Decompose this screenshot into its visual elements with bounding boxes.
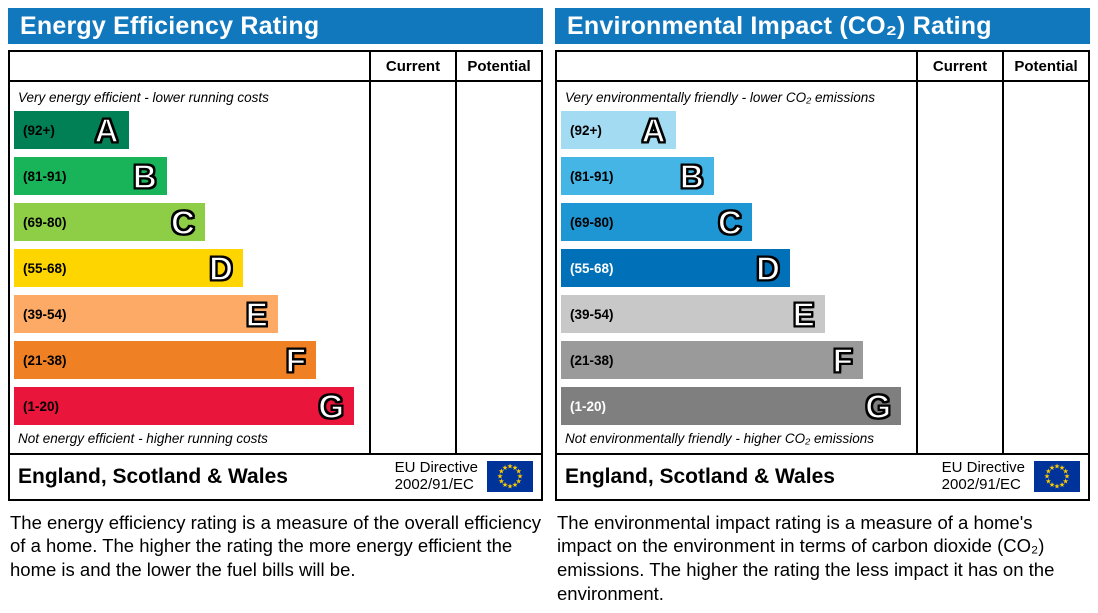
band-range: (55-68)	[23, 260, 67, 276]
band-range: (1-20)	[23, 398, 60, 414]
top-note: Very energy efficient - lower running co…	[18, 90, 269, 105]
band-range: (81-91)	[23, 168, 67, 184]
potential-column-body	[1004, 82, 1088, 453]
environmental-impact-panel: Environmental Impact (CO₂) Rating Very e…	[555, 8, 1090, 605]
eu-directive-label: EU Directive 2002/91/EC	[941, 459, 1025, 494]
eu-directive-label: EU Directive 2002/91/EC	[394, 459, 478, 494]
current-column: Current	[369, 52, 455, 453]
eu-directive-line2: 2002/91/EC	[941, 475, 1021, 493]
band-letter: C	[170, 203, 195, 241]
band-c: (69-80) C	[561, 203, 752, 241]
potential-column: Potential	[455, 52, 541, 453]
panel-title: Energy Efficiency Rating	[20, 11, 320, 40]
band-range: (69-80)	[570, 214, 614, 230]
band-e: (39-54) E	[561, 295, 825, 333]
band-range: (39-54)	[570, 306, 614, 322]
energy-efficiency-caption: The energy efficiency rating is a measur…	[10, 511, 541, 580]
top-note: Very environmentally friendly - lower CO…	[565, 90, 875, 105]
band-e: (39-54) E	[14, 295, 278, 333]
band-range: (92+)	[23, 122, 55, 138]
band-g: (1-20) G	[14, 387, 355, 425]
eu-directive-line1: EU Directive	[394, 459, 478, 476]
band-column: Very environmentally friendly - lower CO…	[557, 52, 916, 453]
band-f: (21-38) F	[561, 341, 863, 379]
band-b: (81-91) B	[14, 157, 167, 195]
band-a: (92+) A	[14, 111, 129, 149]
panel-title: Environmental Impact (CO₂) Rating	[567, 11, 992, 40]
current-column-header: Current	[371, 52, 455, 82]
band-g: (1-20) G	[561, 387, 902, 425]
band-b: (81-91) B	[561, 157, 714, 195]
band-letter: G	[318, 387, 345, 425]
panel-title-bar: Energy Efficiency Rating	[8, 8, 543, 44]
band-area: Very energy efficient - lower running co…	[10, 82, 369, 453]
band-letter: A	[94, 111, 119, 149]
potential-column-header: Potential	[1004, 52, 1088, 82]
band-letter: C	[717, 203, 742, 241]
band-letter: B	[679, 157, 704, 195]
band-letter: D	[208, 249, 234, 287]
chart-grid: Very energy efficient - lower running co…	[10, 52, 541, 453]
band-range: (55-68)	[570, 260, 614, 276]
band-letter: F	[285, 341, 307, 379]
region-label: England, Scotland & Wales	[18, 464, 288, 488]
band-letter: G	[865, 387, 892, 425]
bottom-note: Not energy efficient - higher running co…	[18, 431, 268, 446]
rating-chart: Very energy efficient - lower running co…	[8, 50, 543, 501]
eu-flag-icon: ★ ★ ★ ★ ★ ★ ★ ★ ★ ★ ★ ★	[1034, 461, 1080, 493]
energy-efficiency-panel: Energy Efficiency Rating Very energy eff…	[8, 8, 543, 605]
band-f: (21-38) F	[14, 341, 316, 379]
band-column-header-spacer	[557, 52, 916, 82]
band-d: (55-68) D	[561, 249, 791, 287]
band-letter: E	[245, 295, 269, 333]
potential-column: Potential	[1002, 52, 1088, 453]
band-d: (55-68) D	[14, 249, 244, 287]
band-range: (21-38)	[570, 352, 614, 368]
potential-column-header: Potential	[457, 52, 541, 82]
band-c: (69-80) C	[14, 203, 205, 241]
current-column-body	[371, 82, 455, 453]
band-column: Very energy efficient - lower running co…	[10, 52, 369, 453]
band-range: (21-38)	[23, 352, 67, 368]
band-letter: F	[832, 341, 854, 379]
eu-flag-icon: ★ ★ ★ ★ ★ ★ ★ ★ ★ ★ ★ ★	[487, 461, 533, 493]
environmental-impact-caption: The environmental impact rating is a mea…	[557, 511, 1055, 604]
region-label: England, Scotland & Wales	[565, 464, 835, 488]
chart-footer: England, Scotland & Wales EU Directive 2…	[10, 453, 541, 499]
bottom-note: Not environmentally friendly - higher CO…	[565, 431, 875, 446]
band-a: (92+) A	[561, 111, 676, 149]
current-column-header: Current	[918, 52, 1002, 82]
panel-title-bar: Environmental Impact (CO₂) Rating	[555, 8, 1090, 44]
chart-footer: England, Scotland & Wales EU Directive 2…	[557, 453, 1088, 499]
chart-grid: Very environmentally friendly - lower CO…	[557, 52, 1088, 453]
band-letter: B	[132, 157, 157, 195]
band-range: (92+)	[570, 122, 602, 138]
band-letter: E	[792, 295, 816, 333]
band-area: Very environmentally friendly - lower CO…	[557, 82, 916, 453]
eu-directive-line2: 2002/91/EC	[394, 475, 474, 493]
current-column-body	[918, 82, 1002, 453]
bands: (92+) A (81-91) B (69-80) C	[14, 111, 361, 425]
band-column-header-spacer	[10, 52, 369, 82]
potential-column-body	[457, 82, 541, 453]
band-range: (39-54)	[23, 306, 67, 322]
band-range: (69-80)	[23, 214, 67, 230]
eu-directive-line1: EU Directive	[941, 459, 1025, 476]
band-letter: D	[755, 249, 781, 287]
band-letter: A	[641, 111, 666, 149]
band-range: (81-91)	[570, 168, 614, 184]
band-range: (1-20)	[570, 398, 607, 414]
current-column: Current	[916, 52, 1002, 453]
bands: (92+) A (81-91) B (69-80) C	[561, 111, 908, 425]
rating-chart: Very environmentally friendly - lower CO…	[555, 50, 1090, 501]
